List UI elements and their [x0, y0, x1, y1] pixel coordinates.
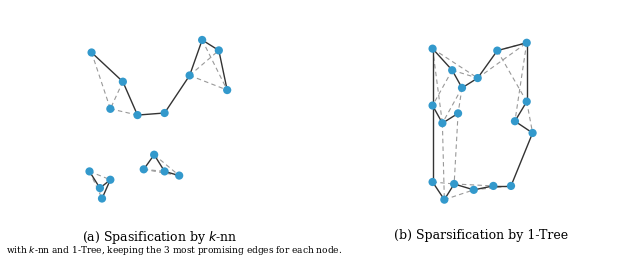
Point: [488, 184, 499, 188]
Point: [159, 111, 170, 115]
Point: [437, 121, 447, 125]
Point: [472, 76, 483, 80]
Point: [97, 196, 107, 201]
Point: [139, 167, 149, 171]
Point: [197, 38, 207, 42]
Point: [214, 48, 224, 52]
Point: [86, 50, 97, 55]
Text: (a) Spasification by $k$-nn: (a) Spasification by $k$-nn: [82, 229, 237, 246]
Point: [527, 131, 538, 135]
Point: [105, 107, 115, 111]
Point: [453, 111, 463, 116]
Point: [457, 86, 467, 90]
Point: [522, 99, 532, 104]
Point: [428, 47, 438, 51]
Point: [159, 169, 170, 174]
Point: [132, 113, 143, 117]
Point: [506, 184, 516, 188]
Point: [118, 80, 128, 84]
Point: [449, 182, 460, 186]
Point: [428, 180, 438, 184]
Point: [492, 48, 502, 53]
Point: [184, 73, 195, 78]
Point: [84, 169, 95, 174]
Text: with $k$-nn and 1-Tree, keeping the 3 most promising edges for each node.: with $k$-nn and 1-Tree, keeping the 3 mo…: [6, 244, 342, 257]
Point: [105, 178, 115, 182]
Text: (b) Sparsification by 1-Tree: (b) Sparsification by 1-Tree: [394, 229, 568, 242]
Point: [174, 174, 184, 178]
Point: [95, 186, 105, 190]
Point: [428, 103, 438, 108]
Point: [222, 88, 232, 92]
Point: [510, 119, 520, 123]
Point: [447, 68, 458, 72]
Point: [468, 188, 479, 192]
Point: [439, 197, 449, 202]
Point: [149, 153, 159, 157]
Point: [522, 41, 532, 45]
